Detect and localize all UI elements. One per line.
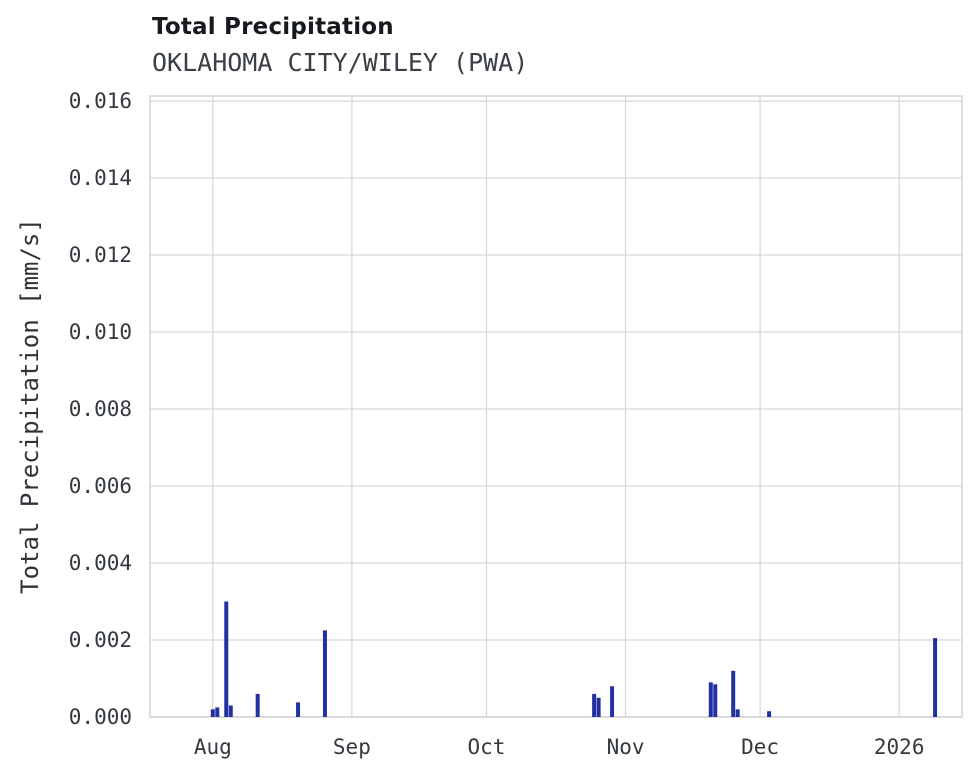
precip-bar [224, 601, 229, 717]
precip-bar [215, 707, 220, 717]
x-tick-label: Nov [607, 735, 645, 759]
precipitation-bars [210, 601, 938, 717]
precip-bar [735, 709, 740, 717]
y-tick-label: 0.002 [69, 628, 132, 652]
gridlines [150, 96, 962, 718]
y-tick-label: 0.006 [69, 474, 132, 498]
precip-bar [210, 709, 215, 717]
y-tick-label: 0.016 [69, 89, 132, 113]
precip-bar [255, 693, 260, 717]
precip-bar [592, 693, 597, 717]
precip-bar [596, 697, 601, 717]
precip-bar [767, 711, 772, 717]
plot-border [149, 95, 963, 718]
y-tick-label: 0.000 [69, 705, 132, 729]
precip-bar [610, 686, 615, 717]
chart-title: Total Precipitation [152, 14, 394, 40]
y-tick-label: 0.010 [69, 320, 132, 344]
x-tick-label: 2026 [874, 735, 925, 759]
precip-bar [933, 638, 938, 717]
y-tick-labels: 0.000 0.002 0.004 0.006 0.008 0.010 0.012 0.014… [69, 89, 132, 729]
precip-bar [296, 702, 301, 717]
precip-bar [713, 684, 718, 717]
axes-frame [149, 95, 963, 718]
precip-bar [708, 682, 713, 717]
y-tick-label: 0.012 [69, 243, 132, 267]
y-tick-label: 0.008 [69, 397, 132, 421]
x-tick-label: Dec [741, 735, 779, 759]
y-tick-label: 0.014 [69, 166, 132, 190]
precip-bar [731, 670, 736, 717]
x-tick-label: Oct [467, 735, 505, 759]
x-tick-labels: Aug Sep Oct Nov Dec 2026 [194, 735, 925, 759]
y-tick-label: 0.004 [69, 551, 132, 575]
chart-subtitle: OKLAHOMA CITY/WILEY (PWA) [152, 48, 529, 77]
x-tick-label: Aug [194, 735, 232, 759]
precip-bar [228, 705, 233, 717]
precip-bar [322, 630, 327, 717]
x-tick-label: Sep [333, 735, 371, 759]
